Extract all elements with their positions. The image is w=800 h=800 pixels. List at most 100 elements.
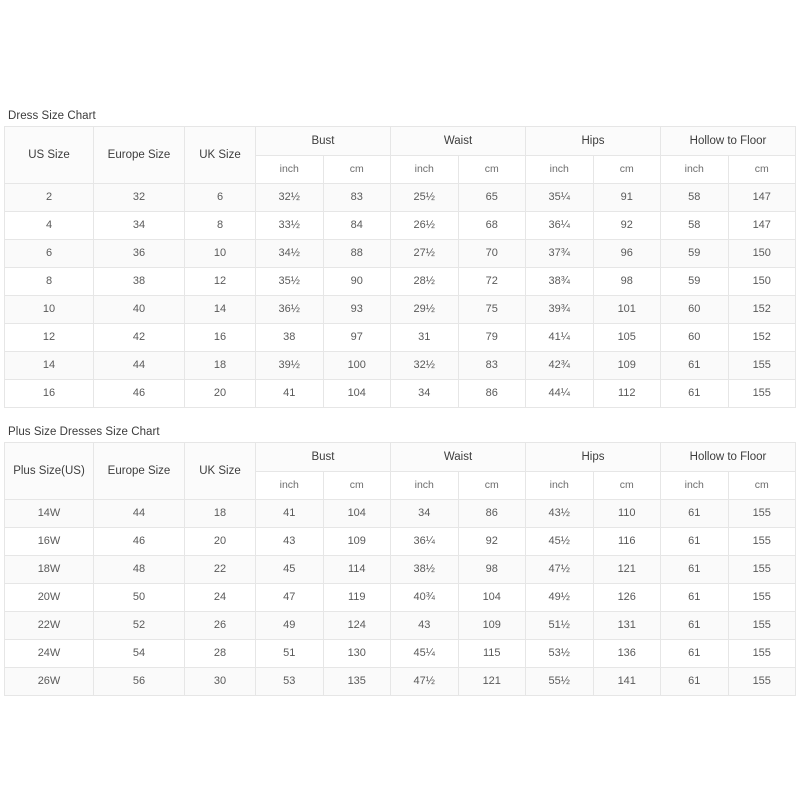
header-group-hollow-to-floor: Hollow to Floor (660, 126, 796, 156)
table-head: Plus Size(US) Europe Size UK Size Bust W… (4, 442, 796, 500)
cell-waist-cm: 75 (457, 295, 526, 324)
cell-waist-inch: 38½ (390, 555, 459, 584)
cell-uk-size: 26 (184, 611, 256, 640)
cell-bust-inch: 45 (255, 555, 324, 584)
cell-bust-inch: 47 (255, 583, 324, 612)
cell-waist-cm: 70 (457, 239, 526, 268)
cell-hips-inch: 38¾ (525, 267, 594, 296)
header-uk-size: UK Size (184, 126, 256, 184)
cell-uk-size: 20 (184, 527, 256, 556)
dress-size-chart-table: US Size Europe Size UK Size Bust Waist H… (4, 126, 796, 408)
cell-hips-cm: 101 (592, 295, 661, 324)
cell-hollow-cm: 155 (727, 351, 796, 380)
cell-hips-cm: 141 (592, 667, 661, 696)
header-waist-cm: cm (457, 471, 526, 500)
cell-size: 18W (4, 555, 94, 584)
cell-waist-inch: 43 (390, 611, 459, 640)
header-hips-cm: cm (592, 471, 661, 500)
cell-europe-size: 56 (93, 667, 185, 696)
cell-bust-inch: 51 (255, 639, 324, 668)
table-row: 2 32 6 32½ 83 25½ 65 35¼ 91 58 147 (4, 183, 796, 212)
cell-bust-cm: 97 (322, 323, 391, 352)
header-group-row: Plus Size(US) Europe Size UK Size Bust W… (4, 442, 796, 500)
cell-size: 26W (4, 667, 94, 696)
cell-hollow-cm: 155 (727, 611, 796, 640)
cell-hips-inch: 35¼ (525, 183, 594, 212)
cell-waist-inch: 32½ (390, 351, 459, 380)
cell-waist-inch: 47½ (390, 667, 459, 696)
cell-europe-size: 42 (93, 323, 185, 352)
header-hollow-cm: cm (727, 471, 796, 500)
cell-hollow-cm: 150 (727, 267, 796, 296)
cell-europe-size: 52 (93, 611, 185, 640)
cell-bust-cm: 119 (322, 583, 391, 612)
cell-waist-cm: 115 (457, 639, 526, 668)
table-row: 4 34 8 33½ 84 26½ 68 36¼ 92 58 147 (4, 211, 796, 240)
cell-waist-cm: 65 (457, 183, 526, 212)
cell-hollow-cm: 155 (727, 667, 796, 696)
table-row: 24W 54 28 51 130 45¼ 115 53½ 136 61 155 (4, 639, 796, 668)
cell-hips-cm: 136 (592, 639, 661, 668)
cell-europe-size: 44 (93, 499, 185, 528)
header-group-hips: Hips (525, 126, 661, 156)
cell-bust-cm: 124 (322, 611, 391, 640)
header-plus-size-us: Plus Size(US) (4, 442, 94, 500)
cell-bust-cm: 93 (322, 295, 391, 324)
cell-hollow-inch: 60 (660, 323, 729, 352)
cell-bust-inch: 41 (255, 499, 324, 528)
table-row: 26W 56 30 53 135 47½ 121 55½ 141 61 155 (4, 667, 796, 696)
cell-bust-inch: 39½ (255, 351, 324, 380)
header-group-waist: Waist (390, 442, 526, 472)
cell-size: 22W (4, 611, 94, 640)
cell-waist-cm: 79 (457, 323, 526, 352)
cell-hollow-cm: 152 (727, 323, 796, 352)
cell-hips-inch: 42¾ (525, 351, 594, 380)
cell-waist-cm: 72 (457, 267, 526, 296)
cell-uk-size: 24 (184, 583, 256, 612)
cell-hips-cm: 92 (592, 211, 661, 240)
cell-bust-cm: 130 (322, 639, 391, 668)
cell-europe-size: 34 (93, 211, 185, 240)
table-row: 20W 50 24 47 119 40¾ 104 49½ 126 61 155 (4, 583, 796, 612)
cell-hollow-inch: 60 (660, 295, 729, 324)
cell-hips-inch: 49½ (525, 583, 594, 612)
cell-hollow-inch: 61 (660, 351, 729, 380)
cell-uk-size: 18 (184, 499, 256, 528)
cell-hips-cm: 110 (592, 499, 661, 528)
cell-uk-size: 28 (184, 639, 256, 668)
cell-waist-inch: 34 (390, 379, 459, 408)
cell-bust-inch: 38 (255, 323, 324, 352)
table-head: US Size Europe Size UK Size Bust Waist H… (4, 126, 796, 184)
cell-europe-size: 44 (93, 351, 185, 380)
header-uk-size: UK Size (184, 442, 256, 500)
cell-europe-size: 46 (93, 527, 185, 556)
cell-hips-inch: 44¼ (525, 379, 594, 408)
cell-uk-size: 30 (184, 667, 256, 696)
header-unit-row: inch cm inch cm inch cm inch cm (5, 471, 796, 500)
cell-hollow-inch: 61 (660, 499, 729, 528)
table-row: 12 42 16 38 97 31 79 41¼ 105 60 152 (4, 323, 796, 352)
cell-hollow-inch: 61 (660, 527, 729, 556)
cell-hips-inch: 45½ (525, 527, 594, 556)
table-row: 14 44 18 39½ 100 32½ 83 42¾ 109 61 155 (4, 351, 796, 380)
cell-hollow-inch: 61 (660, 611, 729, 640)
header-group-bust: Bust (255, 126, 391, 156)
header-waist-inch: inch (390, 155, 459, 184)
cell-hips-cm: 131 (592, 611, 661, 640)
cell-hips-cm: 91 (592, 183, 661, 212)
header-bust-cm: cm (322, 155, 391, 184)
plus-size-chart-title: Plus Size Dresses Size Chart (8, 426, 160, 438)
cell-bust-inch: 53 (255, 667, 324, 696)
cell-waist-inch: 25½ (390, 183, 459, 212)
cell-waist-cm: 83 (457, 351, 526, 380)
cell-uk-size: 18 (184, 351, 256, 380)
cell-waist-cm: 86 (457, 499, 526, 528)
cell-size: 14 (4, 351, 94, 380)
table-row: 16W 46 20 43 109 36¼ 92 45½ 116 61 155 (4, 527, 796, 556)
cell-size: 16 (4, 379, 94, 408)
cell-hollow-inch: 58 (660, 183, 729, 212)
cell-waist-cm: 92 (457, 527, 526, 556)
cell-waist-inch: 26½ (390, 211, 459, 240)
cell-hips-inch: 55½ (525, 667, 594, 696)
cell-size: 16W (4, 527, 94, 556)
